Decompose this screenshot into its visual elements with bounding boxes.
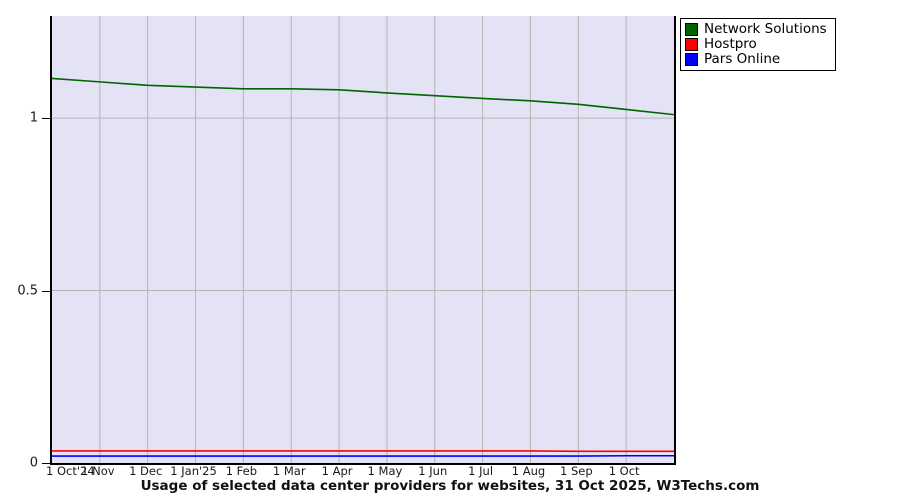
x-axis-tick-label: 1 Apr — [321, 464, 353, 478]
x-axis-tick-label: 1 Oct'24 — [46, 464, 95, 478]
x-axis-tick-label: 1 Mar — [272, 464, 306, 478]
plot-area — [50, 16, 676, 465]
chart-caption: Usage of selected data center providers … — [140, 478, 760, 494]
x-axis-tick-label: 1 Jul — [468, 464, 494, 478]
legend-item: Hostpro — [685, 37, 827, 52]
grid-lines — [52, 16, 674, 463]
x-axis-tick-label: 1 Feb — [225, 464, 258, 478]
x-axis-tick-label: 1 Dec — [129, 464, 163, 478]
x-axis-tick-label: 1 Jun — [418, 464, 448, 478]
chart-legend: Network Solutions Hostpro Pars Online — [680, 18, 836, 71]
legend-swatch-icon — [685, 38, 698, 51]
x-axis-tick-label: 1 Sep — [559, 464, 593, 478]
y-axis-tick-mark — [42, 290, 50, 292]
y-axis-tick-label: 0.5 — [17, 283, 38, 299]
legend-item: Network Solutions — [685, 22, 827, 37]
y-axis-tick-mark — [42, 118, 50, 120]
x-axis-tick-label: 1 Nov — [81, 464, 115, 478]
y-axis-tick-mark — [42, 463, 50, 464]
legend-swatch-icon — [685, 23, 698, 36]
legend-item-label: Network Solutions — [704, 21, 827, 37]
legend-item: Pars Online — [685, 52, 827, 67]
x-axis-tick-label: 1 Oct — [608, 464, 640, 478]
series-line-network-solutions — [52, 77, 674, 116]
x-axis-tick-label: 1 May — [367, 464, 403, 478]
legend-item-label: Hostpro — [704, 36, 757, 52]
x-axis-tick-label: 1 Aug — [511, 464, 546, 478]
chart-canvas — [52, 16, 674, 463]
y-axis: 0 0.5 1 — [0, 16, 50, 471]
legend-item-label: Pars Online — [704, 51, 781, 67]
y-axis-tick-label: 1 — [29, 110, 38, 126]
plot-clip — [52, 16, 674, 463]
legend-swatch-icon — [685, 53, 698, 66]
y-axis-tick-label: 0 — [29, 455, 38, 471]
series-lines — [52, 77, 674, 457]
x-axis-tick-label: 1 Jan'25 — [170, 464, 217, 478]
x-axis: 1 Oct'24 1 Nov 1 Dec 1 Jan'25 1 Feb 1 Mar 1 Ap… — [46, 464, 672, 480]
